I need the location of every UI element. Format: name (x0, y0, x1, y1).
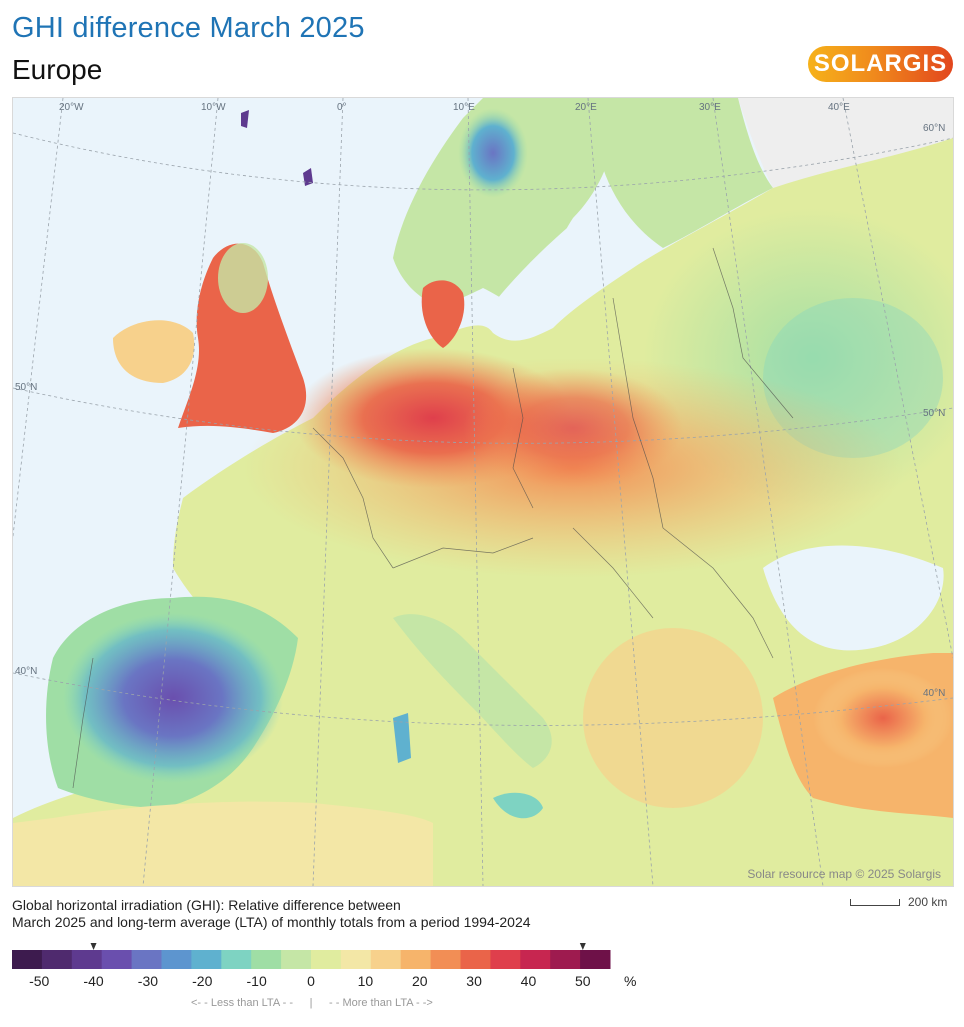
lon-label: 20°E (575, 102, 597, 113)
legend-svg: -50 -40 -30 -20 -10 0 10 20 30 40 50 % <- - Less tha… (12, 943, 636, 1009)
lon-label: 40°E (828, 102, 850, 113)
legend-swatch (12, 950, 43, 969)
lon-label: 30°E (699, 102, 721, 113)
italy (393, 614, 552, 768)
legend-swatch (281, 950, 312, 969)
legend-tick-label: 40 (521, 973, 537, 989)
lon-label: 10°W (201, 102, 226, 113)
lat-label: 40°N (923, 688, 945, 699)
legend-tick-label: -40 (83, 973, 103, 989)
legend-unit: % (624, 973, 636, 989)
legend-swatch (490, 950, 521, 969)
graticule (0, 97, 954, 887)
legend-swatch (71, 950, 103, 969)
legend-swatch (430, 950, 461, 969)
legend-separator: | (310, 997, 313, 1009)
black-sea (763, 545, 944, 651)
legend-swatch (370, 950, 402, 969)
legend-swatch (400, 950, 432, 969)
page-title: GHI difference March 2025 (12, 12, 365, 44)
scale-bar-line (850, 898, 900, 906)
ireland (113, 320, 195, 383)
legend-tick-label: -20 (192, 973, 212, 989)
legend-tick-label: -10 (247, 973, 267, 989)
legend-tick-label: -50 (29, 973, 49, 989)
scandinavia (393, 98, 616, 328)
no-data-area (738, 98, 953, 188)
country-borders (72, 247, 794, 789)
legend-swatch (550, 950, 581, 969)
map-credit: Solar resource map © 2025 Solargis (747, 867, 941, 881)
scale-bar-label: 200 km (908, 895, 948, 909)
solargis-logo: SOLARGIS (808, 46, 953, 82)
legend-tick-label: 0 (307, 973, 315, 989)
color-legend: -50 -40 -30 -20 -10 0 10 20 30 40 50% <- - Less tha… (12, 942, 652, 1022)
map-caption: Global horizontal irradiation (GHI): Rel… (12, 897, 531, 930)
legend-swatch (41, 950, 73, 969)
ghi-difference-map[interactable]: 20°W 10°W 0° 10°E 20°E 30°E 40°E 50°N 40… (0, 97, 964, 887)
legend-swatch (520, 950, 551, 969)
lat-label: 50°N (15, 382, 37, 393)
lat-label: 50°N (923, 408, 945, 419)
finland (603, 98, 773, 248)
more-than-lta-label: - - More than LTA - -> (329, 997, 433, 1009)
legend-swatch (131, 950, 162, 969)
legend-swatch (161, 950, 192, 969)
baltic-sea (483, 223, 581, 333)
legend-tick-label: 20 (412, 973, 428, 989)
great-britain (178, 243, 307, 433)
observed-range-marker (579, 943, 586, 950)
legend-swatch (221, 950, 252, 969)
map-canvas: 20°W 10°W 0° 10°E 20°E 30°E 40°E 50°N 40… (0, 97, 964, 887)
legend-swatch (460, 950, 491, 969)
lat-label: 60°N (923, 123, 945, 134)
lat-label: 40°N (15, 666, 37, 677)
legend-swatch (101, 950, 133, 969)
denmark (421, 280, 465, 348)
lon-label: 20°W (59, 102, 84, 113)
scale-bar: 200 km (850, 895, 947, 909)
legend-tick-label: 50 (575, 973, 591, 989)
legend-tick-label: -30 (138, 973, 158, 989)
legend-swatch (580, 950, 611, 969)
lon-label: 10°E (453, 102, 475, 113)
legend-swatch (311, 950, 342, 969)
less-than-lta-label: <- - Less than LTA - - (191, 997, 293, 1009)
north-africa (13, 801, 433, 886)
legend-swatch (191, 950, 222, 969)
sicily (493, 792, 543, 819)
observed-range-marker (90, 943, 97, 950)
legend-tick-label: 30 (466, 973, 482, 989)
legend-swatch (340, 950, 372, 969)
legend-swatch (251, 950, 282, 969)
corsica-sardinia (393, 713, 411, 763)
lon-label: 0° (337, 102, 347, 113)
region-subtitle: Europe (12, 54, 103, 85)
legend-tick-label: 10 (358, 973, 374, 989)
